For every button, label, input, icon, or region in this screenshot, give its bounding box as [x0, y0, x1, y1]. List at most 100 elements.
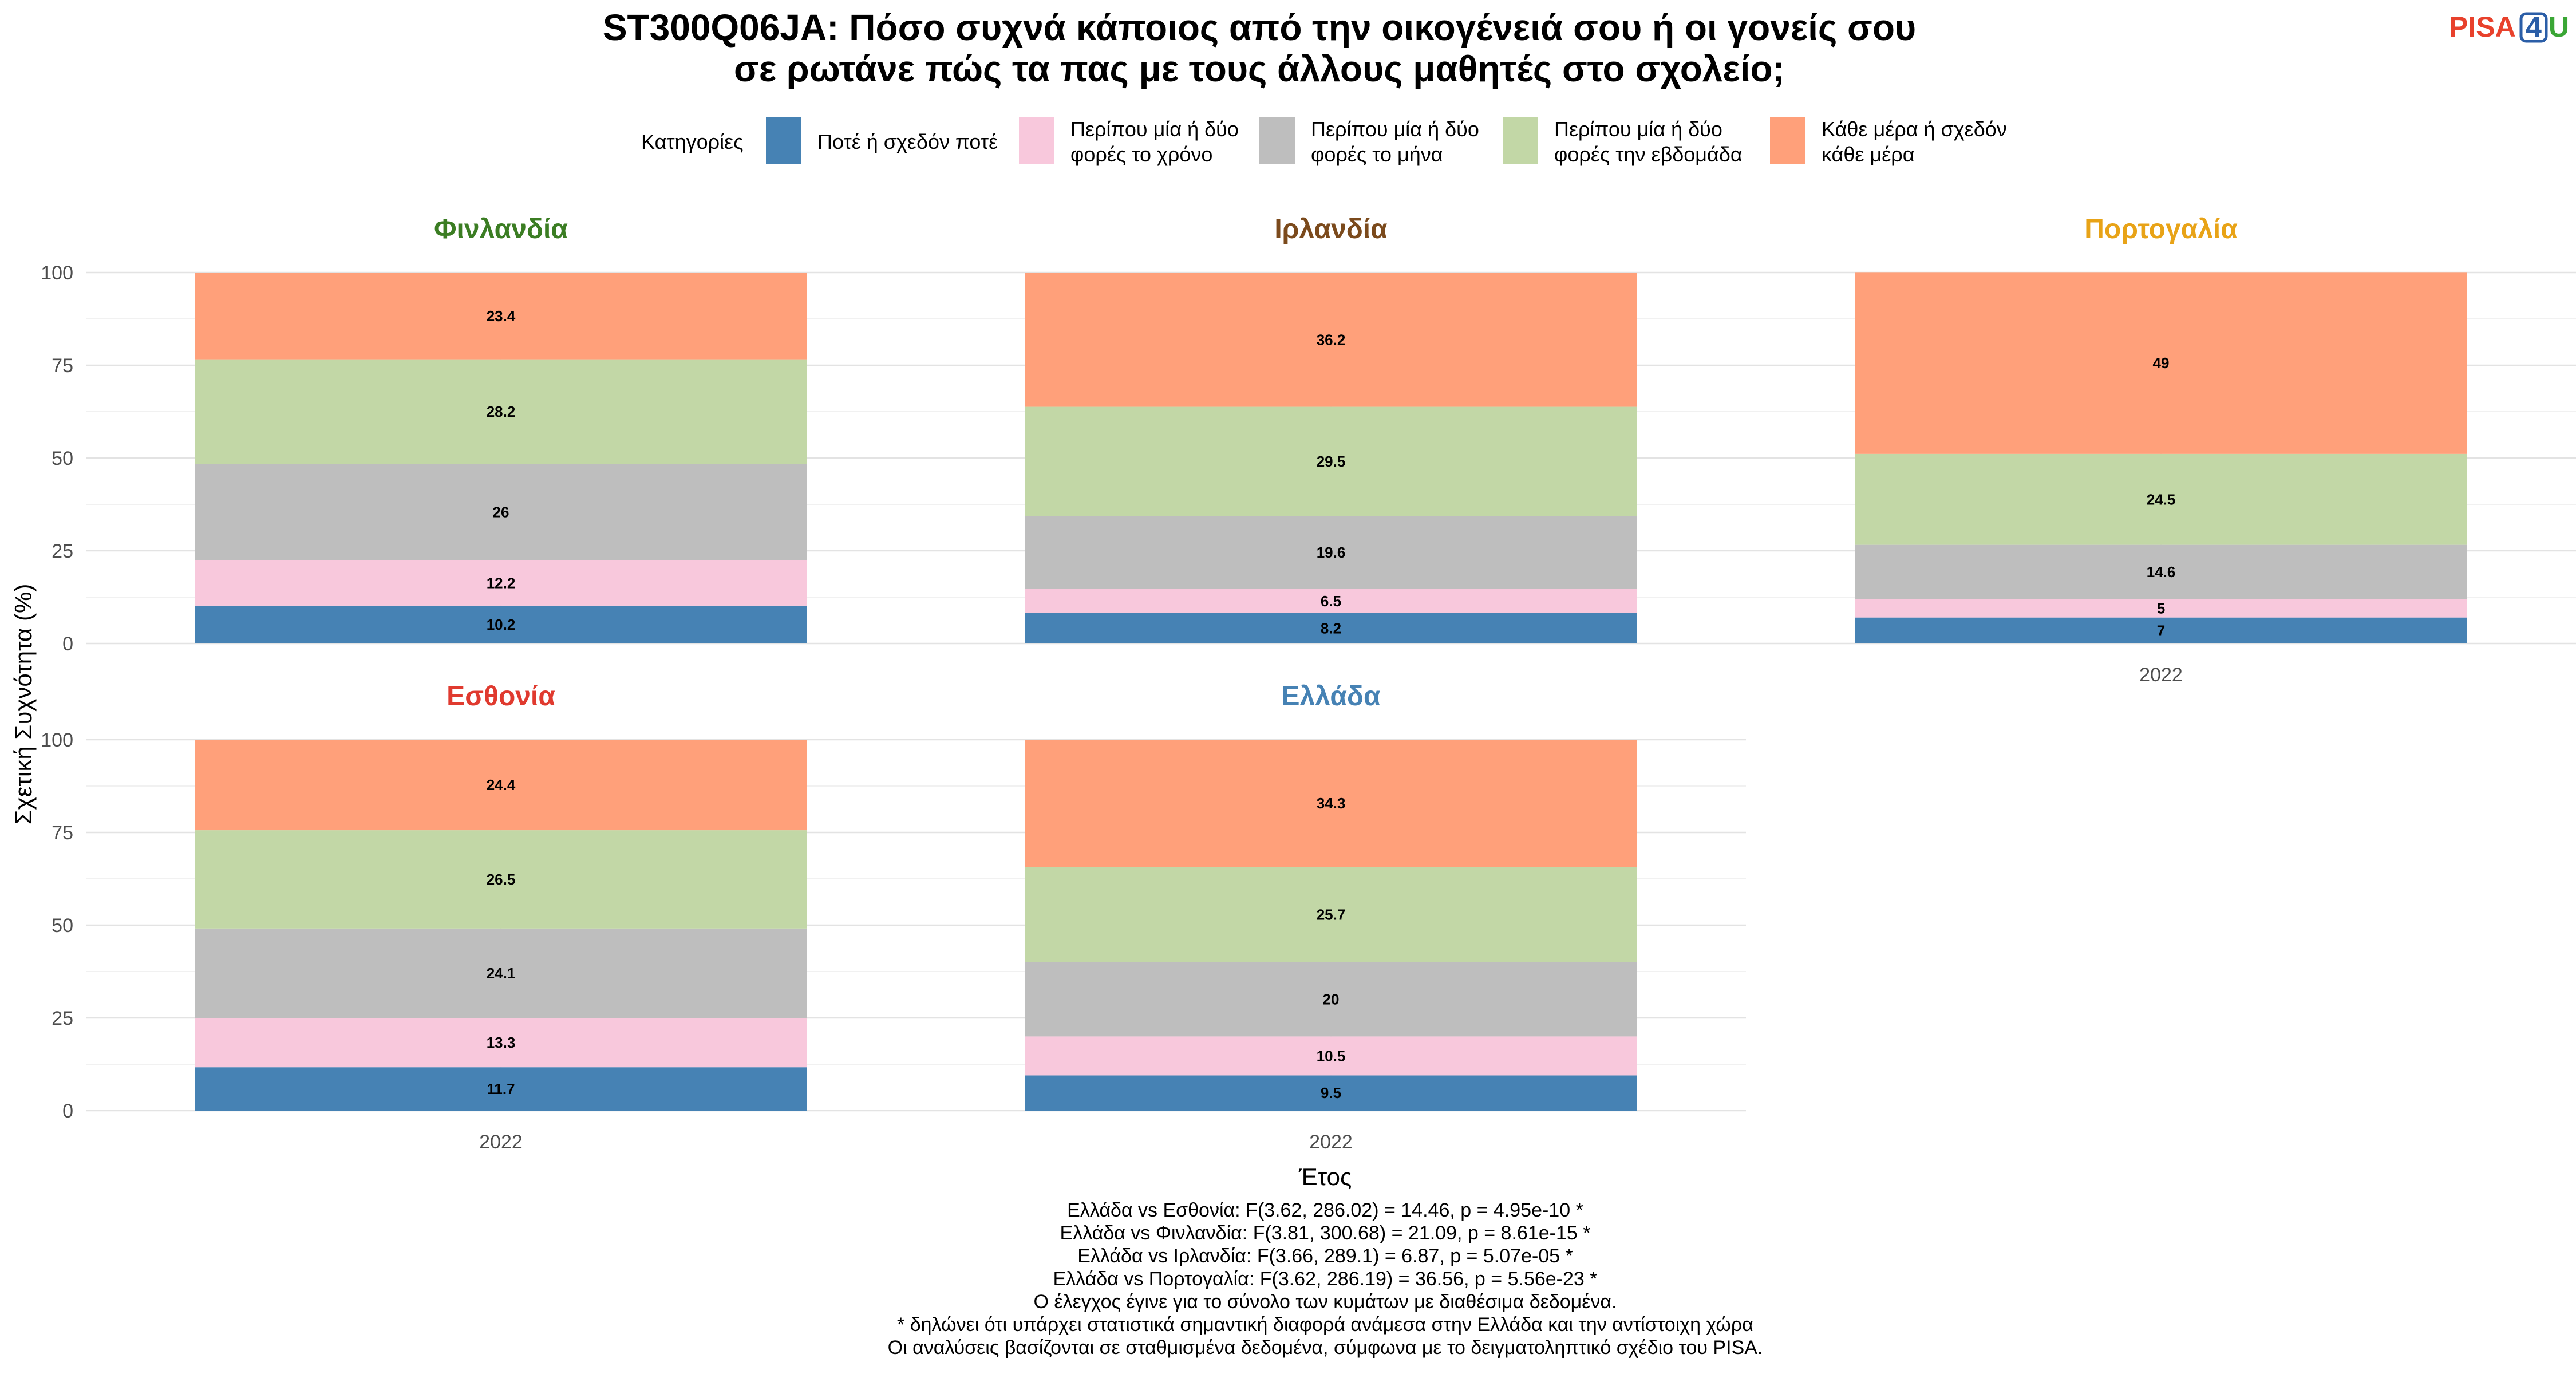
legend-label: Ποτέ ή σχεδόν ποτέ	[817, 130, 998, 153]
legend-label: Περίπου μία ή δύο	[1070, 117, 1239, 141]
facet-panel: Εσθονία 0 25 50 75 100 11.7 13.3 24.1 26.5 24.4 202…	[41, 681, 916, 1153]
data-label: 11.7	[487, 1080, 515, 1097]
note-line: Ο έλεγχος έγινε για το σύνολο των κυμάτω…	[1034, 1291, 1617, 1313]
note-line: Ελλάδα vs Φινλανδία: F(3.81, 300.68) = 2…	[1060, 1222, 1591, 1244]
data-label: 6.5	[1321, 593, 1341, 610]
legend-swatch	[1503, 117, 1538, 164]
bar-segment	[195, 928, 807, 1018]
facet-title: Ελλάδα	[1282, 681, 1381, 712]
legend-label: κάθε μέρα	[1822, 143, 1915, 166]
note-line: Ελλάδα vs Πορτογαλία: F(3.62, 286.19) = …	[1053, 1268, 1598, 1290]
facet-title: Εσθονία	[447, 681, 555, 712]
y-tick-label: 25	[52, 1008, 73, 1029]
bar-segment	[1025, 273, 1637, 407]
bar-segment	[1855, 272, 2467, 454]
data-label: 49	[2153, 354, 2170, 372]
data-label: 13.3	[487, 1034, 516, 1051]
bar-segment	[195, 1067, 807, 1111]
data-label: 20	[1323, 991, 1340, 1008]
note-line: Ελλάδα vs Εσθονία: F(3.62, 286.02) = 14.…	[1067, 1199, 1583, 1221]
logo-text-4: 4	[2526, 11, 2542, 43]
pisa4u-logo: PISA 4 U	[2449, 11, 2569, 43]
y-tick-label: 50	[52, 915, 73, 937]
bar-segment	[1855, 453, 2467, 545]
y-tick-label: 75	[52, 822, 73, 844]
data-label: 24.5	[2147, 491, 2176, 508]
bar-segment	[1025, 1075, 1637, 1111]
chart-title: ST300Q06JA: Πόσο συχνά κάποιος από την ο…	[603, 7, 1916, 89]
data-label: 7	[2157, 622, 2165, 639]
y-tick-label: 100	[41, 729, 73, 751]
legend-swatch	[1259, 117, 1295, 164]
data-label: 25.7	[1317, 906, 1346, 923]
legend-swatch	[1770, 117, 1805, 164]
y-axis-title: Σχετική Συχνότητα (%)	[10, 584, 37, 825]
facet-panel: Ελλάδα 9.5 10.5 20 25.7 34.3 2022	[916, 681, 1746, 1153]
y-tick-label: 100	[41, 262, 73, 284]
facet-title: Φινλανδία	[434, 214, 568, 244]
bar-segment	[195, 464, 807, 560]
data-label: 26	[493, 504, 509, 521]
data-label: 29.5	[1317, 453, 1346, 470]
bar-segment	[1025, 1036, 1637, 1076]
bar-segment	[195, 830, 807, 929]
legend-swatch	[1019, 117, 1054, 164]
data-label: 12.2	[487, 574, 516, 591]
statistical-notes: Ελλάδα vs Εσθονία: F(3.62, 286.02) = 14.…	[888, 1199, 1763, 1359]
x-tick-label: 2022	[479, 1131, 523, 1153]
data-label: 8.2	[1321, 619, 1341, 637]
x-tick-label: 2022	[1309, 1131, 1353, 1153]
facet-panel: Ιρλανδία 8.2 6.5 19.6 29.5 36.2	[916, 214, 1746, 645]
bar-segment	[1025, 962, 1637, 1037]
legend-label: φορές το μήνα	[1311, 143, 1443, 166]
bar-segment	[195, 740, 807, 831]
legend-label: Κάθε μέρα ή σχεδόν	[1822, 117, 2007, 141]
data-label: 19.6	[1317, 544, 1346, 561]
bar-segment	[1025, 406, 1637, 516]
note-line: Ελλάδα vs Ιρλανδία: F(3.66, 289.1) = 6.8…	[1077, 1245, 1573, 1267]
data-label: 9.5	[1321, 1084, 1341, 1101]
bar-segment	[1025, 867, 1637, 962]
data-label: 24.4	[487, 776, 516, 793]
bar-segment	[1025, 613, 1637, 643]
bar-segment	[195, 605, 807, 643]
data-label: 23.4	[487, 307, 516, 325]
data-label: 10.2	[487, 616, 516, 633]
y-tick-label: 75	[52, 355, 73, 377]
data-label: 28.2	[487, 403, 516, 420]
data-label: 36.2	[1317, 331, 1346, 348]
legend: Κατηγορίες Ποτέ ή σχεδόν ποτέ Περίπου μία…	[641, 117, 2007, 166]
facet-panel: Φινλανδία 0 25 50 75 100 10.2 12.2 26 28.2 23.4	[41, 214, 916, 655]
bar-segment	[195, 359, 807, 464]
bar-segment	[1025, 516, 1637, 589]
x-axis-title: Έτος	[1298, 1163, 1352, 1190]
logo-box	[2519, 12, 2548, 43]
facet-title: Ιρλανδία	[1274, 214, 1388, 244]
data-label: 10.5	[1317, 1047, 1346, 1064]
y-tick-label: 25	[52, 540, 73, 562]
facet-panel: Πορτογαλία 7 5 14.6 24.5 49 2022	[1746, 214, 2576, 686]
bar-segment	[1855, 617, 2467, 643]
bar-segment	[1025, 589, 1637, 613]
facet-panels: Φινλανδία 0 25 50 75 100 10.2 12.2 26 28.2 23.4 Ιρλ…	[41, 214, 2576, 1153]
title-line-1: ST300Q06JA: Πόσο συχνά κάποιος από την ο…	[603, 7, 1916, 48]
x-tick-label: 2022	[2139, 664, 2183, 686]
legend-label: φορές το χρόνο	[1070, 143, 1212, 166]
logo-text-u: U	[2549, 11, 2569, 43]
facet-title: Πορτογαλία	[2084, 214, 2238, 244]
bar-segment	[1025, 740, 1637, 867]
note-line: Οι αναλύσεις βασίζονται σε σταθμισμένα δ…	[888, 1337, 1763, 1359]
legend-swatch	[766, 117, 801, 164]
bar-segment	[195, 560, 807, 606]
title-line-2: σε ρωτάνε πώς τα πας με τους άλλους μαθη…	[734, 48, 1785, 89]
legend-item: Ποτέ ή σχεδόν ποτέ	[766, 117, 998, 164]
legend-label: φορές την εβδομάδα	[1554, 143, 1743, 166]
note-line: * δηλώνει ότι υπάρχει στατιστικά σημαντι…	[897, 1314, 1753, 1336]
y-tick-label: 0	[62, 633, 73, 655]
bar-segment	[195, 1018, 807, 1068]
